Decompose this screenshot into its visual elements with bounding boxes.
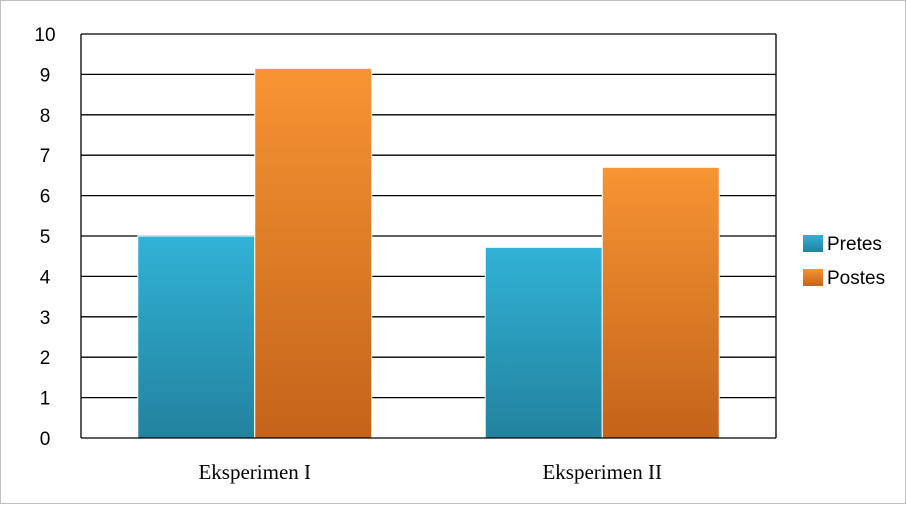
- y-tick-label: 0: [40, 429, 51, 450]
- y-tick-label: 1: [40, 389, 51, 410]
- y-tick-label: 10: [34, 25, 55, 46]
- y-tick-label: 9: [40, 65, 51, 86]
- y-tick-label: 4: [40, 267, 51, 288]
- y-tick-label: 7: [40, 146, 51, 167]
- y-tick-label: 5: [40, 227, 51, 248]
- bar-pretes-1: [137, 235, 256, 439]
- y-tick-label: 2: [40, 348, 51, 369]
- y-tick-label: 3: [40, 308, 51, 329]
- x-category-labels: Eksperimen I Eksperimen II: [198, 460, 662, 484]
- bar-postes-2: [601, 166, 720, 439]
- y-tick-label: 8: [40, 106, 51, 127]
- legend: Pretes Postes: [803, 234, 885, 289]
- y-tick-label: 6: [40, 187, 51, 208]
- bars: [137, 67, 720, 439]
- legend-swatch-postes: [803, 269, 823, 286]
- legend-label-pretes: Pretes: [827, 234, 882, 255]
- x-category-label: Eksperimen I: [198, 460, 311, 484]
- bar-postes-1: [254, 67, 373, 439]
- y-tick-labels: 0 1 2 3 4 5 6 7 8 9 10: [34, 25, 55, 450]
- bar-pretes-2: [484, 246, 603, 439]
- x-category-label: Eksperimen II: [542, 460, 662, 484]
- legend-swatch-pretes: [803, 235, 823, 252]
- axes: [80, 34, 777, 439]
- legend-label-postes: Postes: [827, 268, 885, 289]
